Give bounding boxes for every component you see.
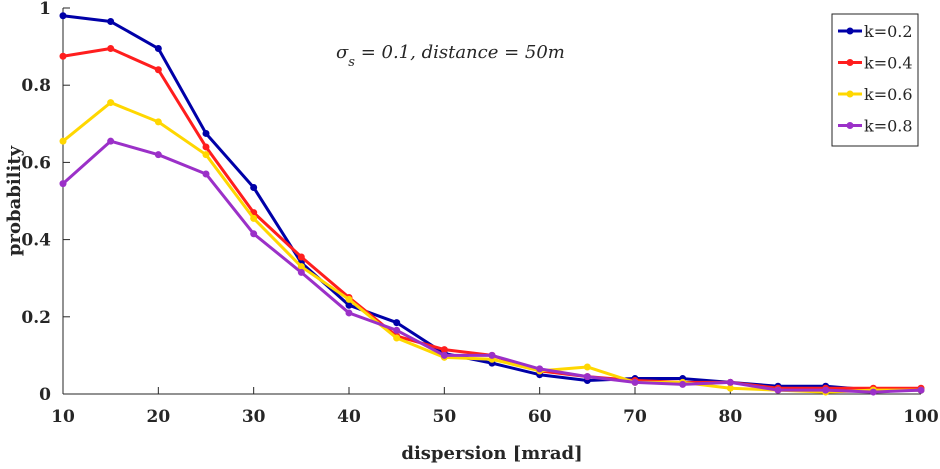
- data-point: [250, 183, 258, 191]
- y-tick-label: 0.4: [21, 231, 51, 251]
- legend-label: k=0.6: [864, 85, 913, 104]
- data-point: [774, 386, 782, 394]
- data-point: [250, 230, 258, 238]
- x-tick-label: 10: [51, 407, 75, 427]
- series-group: [59, 12, 925, 396]
- series-k=0.6: [59, 99, 925, 396]
- legend-label: k=0.2: [864, 22, 913, 41]
- data-point: [202, 143, 210, 151]
- y-axis-label: probability: [4, 145, 25, 256]
- data-point: [488, 351, 496, 359]
- data-point: [107, 99, 115, 107]
- data-point: [202, 129, 210, 137]
- data-point: [726, 378, 734, 386]
- legend-marker: [846, 90, 854, 98]
- x-tick-label: 60: [528, 407, 552, 427]
- data-point: [202, 151, 210, 159]
- data-point: [393, 334, 401, 342]
- data-point: [393, 326, 401, 334]
- data-point: [726, 384, 734, 392]
- data-point: [154, 66, 162, 74]
- legend-label: k=0.8: [864, 117, 913, 136]
- data-point: [107, 18, 115, 26]
- x-tick-label: 50: [432, 407, 456, 427]
- data-point: [107, 137, 115, 145]
- data-point: [59, 137, 67, 145]
- data-point: [869, 388, 877, 396]
- data-point: [297, 268, 305, 276]
- data-point: [250, 214, 258, 222]
- legend-marker: [846, 59, 854, 66]
- data-point: [154, 45, 162, 53]
- x-tick-label: 100: [903, 407, 939, 427]
- legend-marker: [846, 27, 854, 35]
- y-tick-label: 1: [39, 0, 51, 19]
- series-line: [62, 101, 921, 394]
- x-tick-label: 70: [623, 407, 647, 427]
- legend-label: k=0.4: [864, 54, 913, 73]
- data-point: [440, 346, 448, 354]
- x-tick-label: 20: [146, 407, 170, 427]
- series-k=0.2: [59, 12, 925, 394]
- chart-annotation: σs = 0.1, distance = 50m: [336, 42, 565, 70]
- axes: 10 20 30 40 50 60 70 80 90 100 0 0.2 0.4 0.6 0.8 1: [21, 0, 938, 427]
- data-point: [440, 351, 448, 359]
- data-point: [154, 118, 162, 126]
- data-point: [59, 180, 67, 188]
- data-point: [583, 363, 591, 371]
- data-point: [393, 319, 401, 327]
- y-tick-label: 0: [39, 385, 51, 405]
- x-axis-label: dispersion [mrad]: [401, 443, 582, 464]
- data-point: [631, 378, 639, 386]
- y-tick-label: 0.2: [21, 308, 51, 328]
- data-point: [583, 373, 591, 381]
- series-line: [62, 47, 921, 390]
- y-tick-label: 0.8: [21, 76, 51, 96]
- data-point: [107, 45, 115, 53]
- data-point: [154, 151, 162, 159]
- data-point: [297, 263, 305, 271]
- legend: k=0.2 k=0.4 k=0.6 k=0.8: [831, 13, 919, 147]
- data-point: [345, 301, 353, 309]
- legend-marker: [846, 122, 854, 129]
- data-point: [297, 253, 305, 261]
- series-k=0.4: [59, 45, 925, 392]
- x-tick-label: 80: [718, 407, 742, 427]
- x-tick-label: 40: [337, 407, 361, 427]
- data-point: [59, 52, 67, 60]
- x-tick-label: 30: [242, 407, 266, 427]
- data-point: [345, 295, 353, 303]
- data-point: [345, 309, 353, 317]
- data-point: [822, 386, 830, 394]
- x-tick-label: 90: [814, 407, 838, 427]
- data-point: [679, 380, 687, 388]
- data-point: [917, 386, 925, 394]
- y-tick-label: 0.6: [21, 153, 51, 173]
- data-point: [59, 12, 67, 20]
- series-k=0.8: [59, 137, 925, 396]
- series-line: [62, 14, 921, 392]
- data-point: [536, 365, 544, 373]
- data-point: [202, 170, 210, 178]
